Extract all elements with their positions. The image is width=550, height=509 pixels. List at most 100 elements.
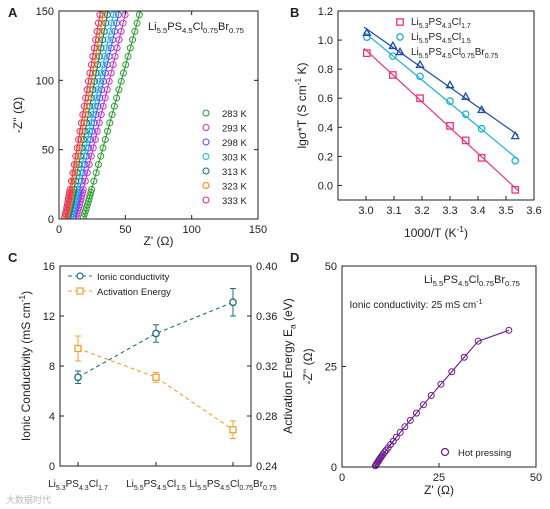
y-tick-label: 12 [43,311,55,323]
panel-c-conductivity-activation: 0 4 8 12 16 0.24 0.28 0.32 0.36 0.40 Li5.3PS4.3Cl1… [17,261,297,492]
data-point [98,86,106,94]
y-tick-label: 8 [49,361,55,373]
data-point [105,52,113,60]
data-point [73,144,81,152]
data-point [90,177,98,185]
data-point [72,152,80,160]
data-point [362,49,371,58]
data-point [97,152,105,160]
data-point [97,44,105,52]
data-point [101,69,109,77]
data-point [82,94,90,102]
legend-marker [440,447,450,457]
y-tick-label: 1.2 [318,6,333,18]
data-point [94,19,102,27]
data-point [101,136,109,144]
data-point [103,61,111,69]
data-point [381,448,389,456]
panel-a-composition: Li5.5PS4.5Cl0.75Br0.75 [148,21,244,35]
panel-letter-d: D [290,250,299,265]
x-tick-label: 25 [433,472,445,484]
data-point [113,19,121,27]
data-point [461,110,470,119]
data-point [406,416,414,424]
data-point [129,36,137,44]
data-point [412,409,420,417]
data-point [110,102,118,110]
legend-marker [202,167,210,175]
legend-marker [76,287,84,295]
legend-marker [202,196,210,204]
data-point [510,131,520,140]
data-point [85,127,93,135]
data-point [85,195,93,203]
legend-marker [202,181,210,190]
data-point [445,80,455,89]
data-point [87,189,95,197]
data-point [83,86,91,94]
data-point [99,36,107,44]
data-point [94,86,102,94]
data-point [93,27,101,35]
legend-marker [76,272,84,280]
data-point [69,169,77,177]
data-point [505,326,513,334]
data-point [126,44,134,52]
data-point [97,69,105,77]
data-point [80,102,88,110]
x-tick-label: 3.3 [442,205,457,217]
legend-marker [202,152,210,161]
data-point [389,52,397,60]
data-point [99,102,107,110]
x-tick-label: 3.5 [498,205,513,217]
y-tick-label: 0.0 [318,180,333,192]
plot-b-frame [337,10,535,201]
data-point [82,144,90,152]
y-right-tick-label: 0.24 [256,461,277,473]
x-category-label: Li5.5PS4.5Cl1.5 [126,479,186,492]
data-point [477,124,486,133]
y-tick-label: 50 [325,261,337,273]
legend-label: 313 K [222,167,247,178]
data-point [77,119,85,127]
legend-label: 333 K [222,196,247,207]
panel-b-arrhenius: 3.0 3.1 3.2 3.3 3.4 3.5 3.6 0.0 0.2 0.4 0.6 0.8 1.0 1… [293,6,541,240]
legend-label: Activation Energy [97,287,171,298]
data-point [106,119,114,127]
data-point [66,185,74,193]
y-tick-label: 0 [48,214,54,226]
data-point [94,161,102,169]
data-point [81,207,89,215]
data-point [229,298,237,307]
data-point [416,94,424,103]
legend-marker [202,109,210,117]
data-point [87,119,95,127]
data-point [103,86,111,94]
data-point [362,27,372,37]
data-point [74,373,82,382]
data-point [119,69,127,77]
legend-label: Hot pressing [458,448,511,459]
data-point [100,27,108,35]
data-point [477,153,486,162]
data-point [72,177,80,185]
data-point [152,329,160,338]
data-point [89,144,97,152]
data-point [131,27,139,35]
data-point [388,40,398,50]
y-axis-label: -Z'' (Ω) [11,97,25,133]
data-point [65,189,73,197]
y-axis-label: -Z'' (Ω) [301,348,315,384]
panel-letter-a: A [8,5,18,20]
data-point [477,104,487,114]
data-point [97,111,105,119]
data-point [89,111,97,119]
data-point [74,152,82,160]
x-axis-label: 1000/T (K-1) [404,224,468,240]
data-point [80,210,88,218]
x-tick-label: 3.0 [358,205,373,217]
data-point [427,391,435,399]
legend-label: Li5.5PS4.5Cl0.75Br0.75 [411,47,498,60]
y-right-tick-label: 0.40 [256,261,277,273]
